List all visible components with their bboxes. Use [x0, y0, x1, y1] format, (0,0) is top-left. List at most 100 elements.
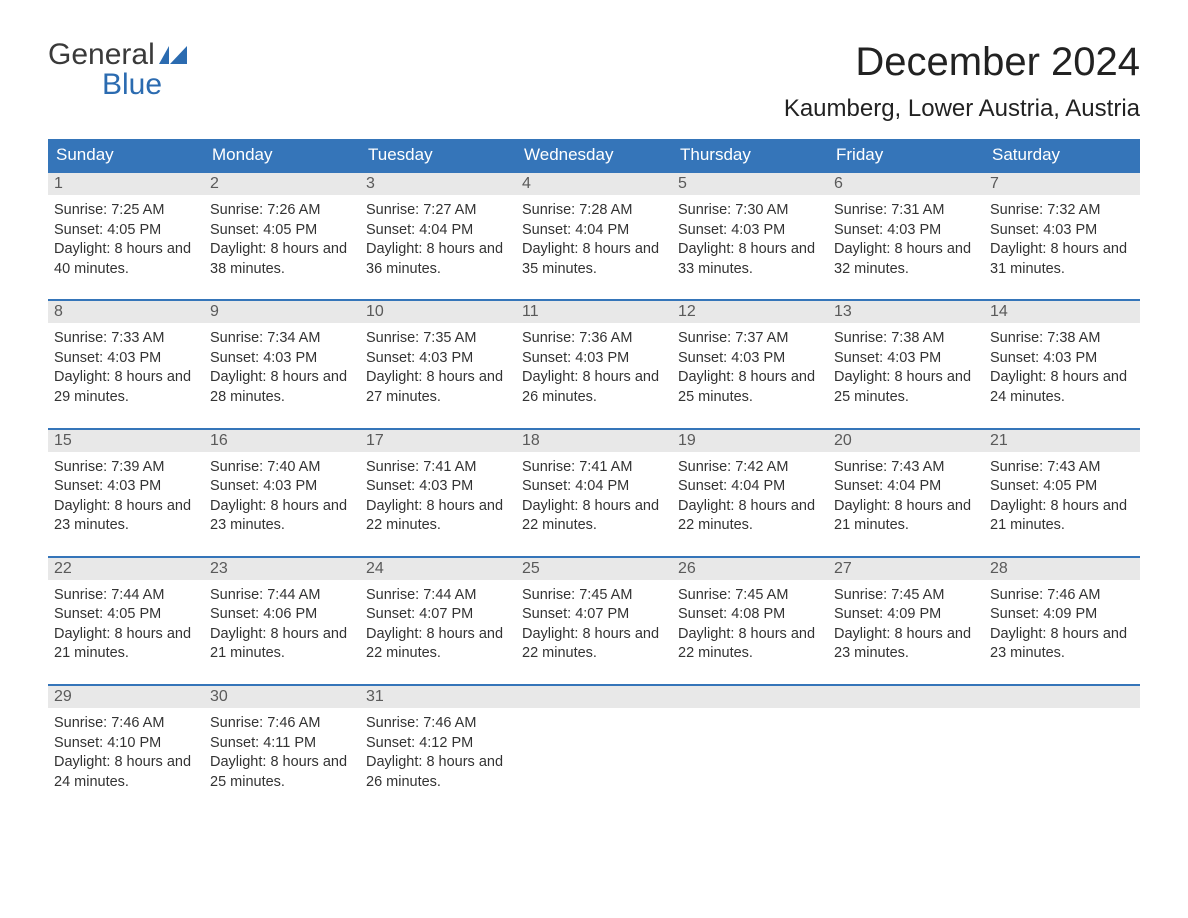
day-body: Sunrise: 7:45 AMSunset: 4:07 PMDaylight:… [516, 580, 672, 670]
daylight-line: Daylight: 8 hours and 28 minutes. [210, 368, 354, 407]
daylight-line: Daylight: 8 hours and 22 minutes. [366, 625, 510, 664]
day-body: Sunrise: 7:30 AMSunset: 4:03 PMDaylight:… [672, 195, 828, 285]
day-cell: 3Sunrise: 7:27 AMSunset: 4:04 PMDaylight… [360, 173, 516, 285]
daylight-line: Daylight: 8 hours and 21 minutes. [54, 625, 198, 664]
day-number: 15 [48, 430, 204, 452]
sunrise-line: Sunrise: 7:36 AM [522, 329, 666, 349]
brand-word-2: Blue [48, 70, 187, 100]
day-body: Sunrise: 7:46 AMSunset: 4:10 PMDaylight:… [48, 708, 204, 798]
brand-flag-icon [159, 46, 187, 64]
daylight-line: Daylight: 8 hours and 32 minutes. [834, 240, 978, 279]
sunset-line: Sunset: 4:04 PM [834, 477, 978, 497]
day-number: 31 [360, 686, 516, 708]
day-body: Sunrise: 7:26 AMSunset: 4:05 PMDaylight:… [204, 195, 360, 285]
brand-logo: General Blue [48, 40, 187, 100]
day-cell [828, 686, 984, 798]
day-number: 9 [204, 301, 360, 323]
daylight-line: Daylight: 8 hours and 31 minutes. [990, 240, 1134, 279]
sunset-line: Sunset: 4:03 PM [366, 349, 510, 369]
daylight-line: Daylight: 8 hours and 22 minutes. [522, 625, 666, 664]
day-body: Sunrise: 7:46 AMSunset: 4:12 PMDaylight:… [360, 708, 516, 798]
weekday-header: Monday [204, 139, 360, 171]
brand-word-1: General [48, 40, 155, 70]
day-number: 1 [48, 173, 204, 195]
sunset-line: Sunset: 4:10 PM [54, 734, 198, 754]
day-cell [516, 686, 672, 798]
daylight-line: Daylight: 8 hours and 21 minutes. [210, 625, 354, 664]
day-cell: 11Sunrise: 7:36 AMSunset: 4:03 PMDayligh… [516, 301, 672, 413]
day-number: 25 [516, 558, 672, 580]
day-cell: 18Sunrise: 7:41 AMSunset: 4:04 PMDayligh… [516, 430, 672, 542]
day-body: Sunrise: 7:39 AMSunset: 4:03 PMDaylight:… [48, 452, 204, 542]
day-number: 11 [516, 301, 672, 323]
weekday-header: Thursday [672, 139, 828, 171]
daylight-line: Daylight: 8 hours and 22 minutes. [366, 497, 510, 536]
day-body [672, 708, 828, 778]
day-number: 2 [204, 173, 360, 195]
day-number: 12 [672, 301, 828, 323]
day-cell: 7Sunrise: 7:32 AMSunset: 4:03 PMDaylight… [984, 173, 1140, 285]
day-cell: 13Sunrise: 7:38 AMSunset: 4:03 PMDayligh… [828, 301, 984, 413]
day-body: Sunrise: 7:46 AMSunset: 4:09 PMDaylight:… [984, 580, 1140, 670]
sunrise-line: Sunrise: 7:35 AM [366, 329, 510, 349]
daylight-line: Daylight: 8 hours and 24 minutes. [990, 368, 1134, 407]
week-row: 29Sunrise: 7:46 AMSunset: 4:10 PMDayligh… [48, 684, 1140, 798]
sunset-line: Sunset: 4:03 PM [54, 349, 198, 369]
day-number: 20 [828, 430, 984, 452]
day-number: 17 [360, 430, 516, 452]
sunrise-line: Sunrise: 7:27 AM [366, 201, 510, 221]
day-cell: 2Sunrise: 7:26 AMSunset: 4:05 PMDaylight… [204, 173, 360, 285]
day-cell: 9Sunrise: 7:34 AMSunset: 4:03 PMDaylight… [204, 301, 360, 413]
sunset-line: Sunset: 4:04 PM [522, 221, 666, 241]
day-cell: 28Sunrise: 7:46 AMSunset: 4:09 PMDayligh… [984, 558, 1140, 670]
daylight-line: Daylight: 8 hours and 21 minutes. [990, 497, 1134, 536]
day-body: Sunrise: 7:27 AMSunset: 4:04 PMDaylight:… [360, 195, 516, 285]
day-cell: 23Sunrise: 7:44 AMSunset: 4:06 PMDayligh… [204, 558, 360, 670]
sunset-line: Sunset: 4:03 PM [522, 349, 666, 369]
sunrise-line: Sunrise: 7:32 AM [990, 201, 1134, 221]
daylight-line: Daylight: 8 hours and 35 minutes. [522, 240, 666, 279]
daylight-line: Daylight: 8 hours and 23 minutes. [54, 497, 198, 536]
day-number [828, 686, 984, 708]
daylight-line: Daylight: 8 hours and 25 minutes. [678, 368, 822, 407]
day-body [828, 708, 984, 778]
daylight-line: Daylight: 8 hours and 21 minutes. [834, 497, 978, 536]
daylight-line: Daylight: 8 hours and 22 minutes. [678, 497, 822, 536]
sunset-line: Sunset: 4:06 PM [210, 605, 354, 625]
daylight-line: Daylight: 8 hours and 22 minutes. [678, 625, 822, 664]
sunrise-line: Sunrise: 7:31 AM [834, 201, 978, 221]
day-body: Sunrise: 7:25 AMSunset: 4:05 PMDaylight:… [48, 195, 204, 285]
calendar: Sunday Monday Tuesday Wednesday Thursday… [48, 139, 1140, 798]
sunset-line: Sunset: 4:09 PM [834, 605, 978, 625]
day-body: Sunrise: 7:36 AMSunset: 4:03 PMDaylight:… [516, 323, 672, 413]
day-body [984, 708, 1140, 778]
day-cell: 15Sunrise: 7:39 AMSunset: 4:03 PMDayligh… [48, 430, 204, 542]
day-cell: 16Sunrise: 7:40 AMSunset: 4:03 PMDayligh… [204, 430, 360, 542]
daylight-line: Daylight: 8 hours and 36 minutes. [366, 240, 510, 279]
day-cell: 19Sunrise: 7:42 AMSunset: 4:04 PMDayligh… [672, 430, 828, 542]
daylight-line: Daylight: 8 hours and 38 minutes. [210, 240, 354, 279]
day-cell: 29Sunrise: 7:46 AMSunset: 4:10 PMDayligh… [48, 686, 204, 798]
sunset-line: Sunset: 4:07 PM [522, 605, 666, 625]
daylight-line: Daylight: 8 hours and 27 minutes. [366, 368, 510, 407]
sunset-line: Sunset: 4:04 PM [678, 477, 822, 497]
sunrise-line: Sunrise: 7:40 AM [210, 458, 354, 478]
week-row: 15Sunrise: 7:39 AMSunset: 4:03 PMDayligh… [48, 428, 1140, 542]
day-cell: 12Sunrise: 7:37 AMSunset: 4:03 PMDayligh… [672, 301, 828, 413]
day-number: 28 [984, 558, 1140, 580]
sunrise-line: Sunrise: 7:25 AM [54, 201, 198, 221]
weekday-header: Sunday [48, 139, 204, 171]
weekday-header: Friday [828, 139, 984, 171]
daylight-line: Daylight: 8 hours and 26 minutes. [366, 753, 510, 792]
day-body: Sunrise: 7:42 AMSunset: 4:04 PMDaylight:… [672, 452, 828, 542]
sunset-line: Sunset: 4:05 PM [54, 605, 198, 625]
sunrise-line: Sunrise: 7:41 AM [522, 458, 666, 478]
weekday-header: Wednesday [516, 139, 672, 171]
day-cell: 6Sunrise: 7:31 AMSunset: 4:03 PMDaylight… [828, 173, 984, 285]
day-body: Sunrise: 7:28 AMSunset: 4:04 PMDaylight:… [516, 195, 672, 285]
day-number [516, 686, 672, 708]
sunset-line: Sunset: 4:03 PM [678, 349, 822, 369]
day-body: Sunrise: 7:32 AMSunset: 4:03 PMDaylight:… [984, 195, 1140, 285]
sunrise-line: Sunrise: 7:44 AM [366, 586, 510, 606]
weekday-header: Saturday [984, 139, 1140, 171]
